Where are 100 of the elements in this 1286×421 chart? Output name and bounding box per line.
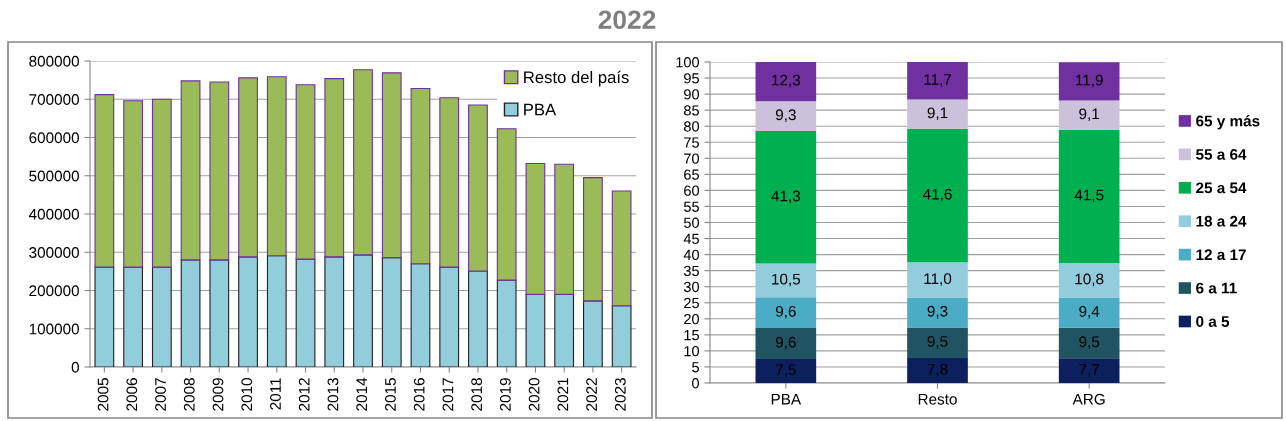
y-tick-label: 600000 <box>29 132 79 144</box>
bar <box>907 262 968 298</box>
bar <box>611 190 632 307</box>
legend-label: PBA <box>524 103 557 116</box>
y-tick-label: 500000 <box>29 170 79 182</box>
bar <box>209 81 230 261</box>
y-tick-label: 60 <box>684 185 700 196</box>
bar <box>525 162 546 295</box>
chart-title: 2022 <box>598 10 656 30</box>
x-tick-label: 2010 <box>241 378 253 411</box>
bar <box>554 293 575 367</box>
legend-label: 55 a 64 <box>1196 149 1247 160</box>
data-label: 9,1 <box>927 107 948 121</box>
bar <box>907 297 968 328</box>
x-tick-label: ARG <box>1072 393 1105 405</box>
bar <box>755 101 817 132</box>
bar <box>439 97 460 268</box>
bar <box>907 357 968 383</box>
data-label: 9,5 <box>927 336 948 349</box>
data-label: 7,8 <box>927 363 948 377</box>
bar <box>295 258 316 367</box>
legend-label: Resto del país <box>524 70 629 87</box>
y-tick-label: 45 <box>683 233 699 244</box>
bar <box>907 99 968 129</box>
bar <box>755 328 817 359</box>
bar <box>94 94 115 268</box>
y-tick-label: 800000 <box>29 55 79 67</box>
x-tick-label: 2023 <box>614 378 626 411</box>
bar <box>94 266 115 367</box>
bar <box>381 72 402 259</box>
bar <box>496 279 517 367</box>
legend-label: 25 a 54 <box>1196 182 1247 194</box>
x-tick-label: 2019 <box>499 378 511 411</box>
y-tick-label: 40 <box>683 249 700 261</box>
x-tick-label: Resto <box>918 393 957 405</box>
y-tick-label: 90 <box>684 89 700 100</box>
y-tick-label: 0 <box>692 378 700 389</box>
data-label: 9,6 <box>775 336 796 350</box>
data-label: 11,7 <box>924 74 952 87</box>
bar <box>525 293 546 367</box>
x-tick-label: 2018 <box>471 378 483 411</box>
y-tick-label: 20 <box>684 313 700 325</box>
x-tick-label: 2012 <box>298 378 310 411</box>
data-label: 9,4 <box>1079 305 1100 319</box>
y-tick-label: 200000 <box>29 285 79 297</box>
y-tick-label: 70 <box>684 153 700 164</box>
data-label: 41,5 <box>1074 189 1104 203</box>
x-tick-label: 2017 <box>442 378 454 411</box>
bar <box>1058 297 1120 328</box>
bar <box>755 263 817 298</box>
bar <box>324 78 345 258</box>
bar <box>907 128 968 263</box>
bar <box>151 266 172 367</box>
bar <box>554 163 575 295</box>
y-tick-label: 75 <box>684 137 699 148</box>
data-label: 9,3 <box>927 305 948 319</box>
bar <box>439 266 460 367</box>
bar <box>238 256 258 367</box>
bar <box>755 297 817 329</box>
bar <box>123 100 143 268</box>
x-tick-label: 2020 <box>528 378 540 411</box>
bar <box>1058 62 1120 101</box>
bar <box>611 305 632 367</box>
x-tick-label: 2008 <box>183 378 195 411</box>
data-label: 41,3 <box>771 190 801 204</box>
data-label: 12,3 <box>772 74 801 88</box>
bar <box>266 255 287 367</box>
data-label: 10,5 <box>772 273 801 287</box>
data-label: 9,1 <box>1079 108 1100 122</box>
bar <box>410 263 431 367</box>
y-tick-label: 10 <box>684 346 700 357</box>
x-tick-label: 2015 <box>385 378 396 411</box>
bar <box>1058 129 1120 263</box>
bar <box>238 77 258 258</box>
y-tick-label: 100 <box>676 57 700 68</box>
data-label: 41,6 <box>922 188 952 202</box>
legend-label: 12 a 17 <box>1196 249 1246 261</box>
bar <box>1058 262 1120 298</box>
data-label: 9,3 <box>775 109 796 122</box>
bar <box>123 266 143 367</box>
x-tick-label: 2014 <box>356 377 368 411</box>
y-tick-label: 400000 <box>28 208 79 220</box>
y-tick-label: 25 <box>684 297 699 309</box>
bar <box>295 84 316 260</box>
legend-label: 18 a 24 <box>1196 215 1247 227</box>
x-tick-label: 2009 <box>212 378 224 411</box>
x-tick-label: 2021 <box>557 378 569 411</box>
x-tick-label: 2022 <box>586 378 597 411</box>
y-tick-label: 50 <box>683 217 700 228</box>
data-label: 9,6 <box>775 305 796 319</box>
bar <box>180 259 201 367</box>
y-tick-label: 35 <box>683 265 699 277</box>
y-tick-label: 80 <box>684 121 700 132</box>
bar <box>468 270 488 367</box>
bar <box>755 358 817 383</box>
x-tick-label: 2007 <box>155 378 166 411</box>
bar <box>907 62 968 100</box>
bar <box>151 98 172 268</box>
legend-label: 6 a 11 <box>1196 282 1237 294</box>
bar <box>353 254 373 367</box>
